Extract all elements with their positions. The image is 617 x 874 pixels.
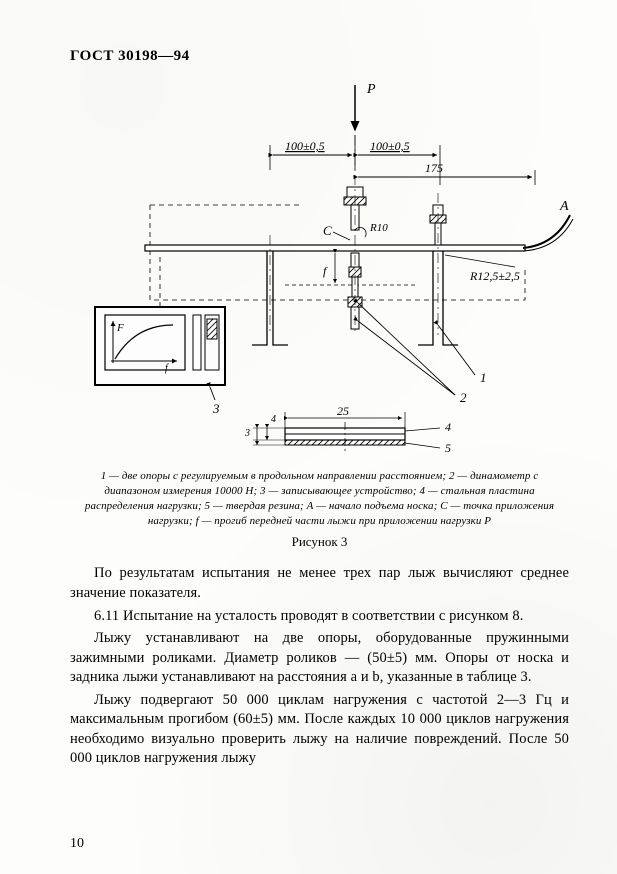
para-3: Лыжу устанавливают на две опоры, оборудо… <box>70 629 569 688</box>
label-R125: R12,5±2,5 <box>469 269 520 283</box>
dim-100-1: 100±0,5 <box>285 139 325 153</box>
label-4: 4 <box>445 420 451 434</box>
para-4: Лыжу подвергают 50 000 циклам нагружения… <box>70 691 569 769</box>
label-3: 3 <box>212 401 220 416</box>
detail-4v: 4 <box>271 414 276 425</box>
label-1: 1 <box>480 370 487 385</box>
page: ГОСТ 30198—94 P <box>0 0 617 874</box>
label-A: A <box>559 199 569 214</box>
detail-25: 25 <box>337 404 349 418</box>
label-5: 5 <box>445 441 451 455</box>
label-P: P <box>366 82 376 97</box>
label-C: C <box>323 223 332 238</box>
dim-100-2: 100±0,5 <box>370 139 410 153</box>
label-f: f <box>323 264 328 278</box>
label-R10: R10 <box>369 222 388 234</box>
label-F: F <box>116 322 124 334</box>
para-1: По результатам испытания не менее трех п… <box>70 564 569 603</box>
figure-legend: 1 — две опоры с регулируемым в продольно… <box>78 469 561 528</box>
dim-175: 175 <box>425 161 443 175</box>
detail-3v: 3 <box>244 428 250 439</box>
standard-header: ГОСТ 30198—94 <box>70 48 569 65</box>
figure-caption: Рисунок 3 <box>70 534 569 550</box>
para-2: 6.11 Испытание на усталость проводят в с… <box>70 607 569 627</box>
page-number: 10 <box>70 836 84 852</box>
figure-svg: P 100±0,5 100±0,5 175 A <box>55 75 575 465</box>
figure-3: P 100±0,5 100±0,5 175 A <box>70 75 569 465</box>
label-2: 2 <box>460 390 467 405</box>
